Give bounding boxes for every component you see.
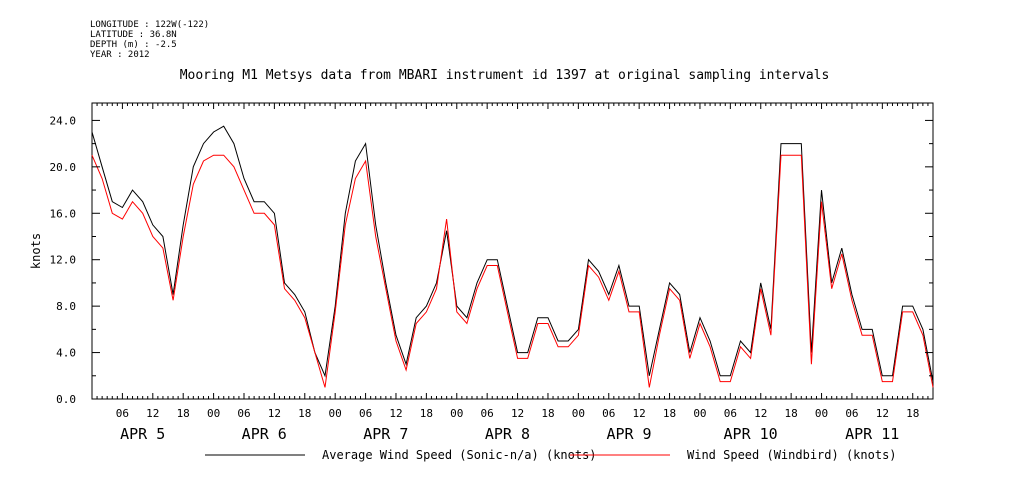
legend: Average Wind Speed (Sonic-n/a) (knots) W… xyxy=(205,448,897,462)
x-tick-label: 18 xyxy=(420,407,433,420)
x-tick-label: 18 xyxy=(177,407,190,420)
x-tick-label: 06 xyxy=(237,407,250,420)
x-tick-label: 00 xyxy=(207,407,220,420)
x-day-label: APR 6 xyxy=(242,425,287,443)
x-tick-label: 12 xyxy=(633,407,646,420)
y-tick-label: 24.0 xyxy=(50,114,77,127)
x-day-label: APR 11 xyxy=(845,425,899,443)
y-tick-label: 4.0 xyxy=(56,347,76,360)
x-tick-label: 18 xyxy=(541,407,554,420)
longitude-label: LONGITUDE : 122W(-122) xyxy=(90,20,210,30)
y-tick-label: 0.0 xyxy=(56,393,76,406)
y-tick-label: 12.0 xyxy=(50,254,77,267)
x-tick-label: 18 xyxy=(663,407,676,420)
x-tick-label: 06 xyxy=(116,407,129,420)
x-tick-label: 06 xyxy=(845,407,858,420)
x-tick-label: 00 xyxy=(693,407,706,420)
metadata-block: LONGITUDE : 122W(-122) LATITUDE : 36.8N … xyxy=(90,20,209,60)
series-line-average-wind xyxy=(91,125,934,382)
x-tick-label: 00 xyxy=(329,407,342,420)
legend-label-average-wind: Average Wind Speed (Sonic-n/a) (knots) xyxy=(322,448,597,462)
legend-label-windbird: Wind Speed (Windbird) (knots) xyxy=(687,448,897,462)
depth-label: DEPTH (m) : -2.5 xyxy=(90,40,177,50)
x-tick-label: 18 xyxy=(785,407,798,420)
x-tick-label: 18 xyxy=(906,407,919,420)
latitude-label: LATITUDE : 36.8N xyxy=(90,30,177,40)
x-tick-label: 06 xyxy=(481,407,494,420)
series-line-windbird xyxy=(91,154,934,388)
x-tick-label: 00 xyxy=(450,407,463,420)
x-tick-label: 18 xyxy=(298,407,311,420)
x-day-label: APR 8 xyxy=(485,425,530,443)
chart-title: Mooring M1 Metsys data from MBARI instru… xyxy=(179,68,830,83)
x-day-label: APR 9 xyxy=(606,425,651,443)
x-tick-label: 00 xyxy=(815,407,828,420)
x-day-label: APR 5 xyxy=(120,425,165,443)
x-tick-label: 06 xyxy=(359,407,372,420)
y-tick-label: 20.0 xyxy=(50,161,77,174)
x-tick-label: 12 xyxy=(268,407,281,420)
x-tick-label: 06 xyxy=(602,407,615,420)
x-tick-label: 00 xyxy=(572,407,585,420)
x-tick-label: 06 xyxy=(724,407,737,420)
y-axis-title: knots xyxy=(29,233,43,269)
x-tick-label: 12 xyxy=(511,407,524,420)
x-day-label: APR 7 xyxy=(363,425,408,443)
year-label: YEAR : 2012 xyxy=(90,50,150,60)
x-day-label: APR 10 xyxy=(724,425,778,443)
x-tick-label: 12 xyxy=(146,407,159,420)
x-tick-label: 12 xyxy=(389,407,402,420)
x-tick-label: 12 xyxy=(754,407,767,420)
y-tick-label: 8.0 xyxy=(56,300,76,313)
y-tick-label: 16.0 xyxy=(50,207,77,220)
x-tick-label: 12 xyxy=(876,407,889,420)
